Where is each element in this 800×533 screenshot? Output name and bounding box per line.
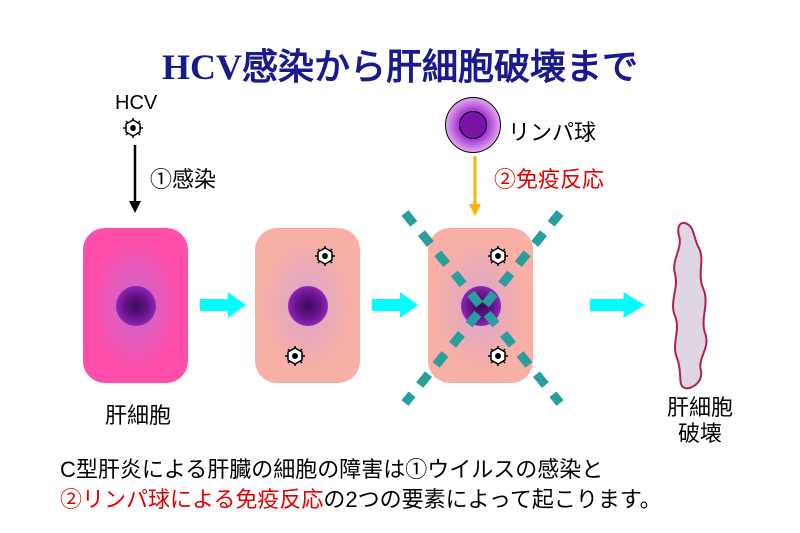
infection-label: ①感染 xyxy=(150,162,216,194)
lymphocyte-label: リンパ球 xyxy=(508,115,596,147)
hepatocyte-cell-2 xyxy=(255,228,360,383)
flow-arrow-icon xyxy=(372,292,418,318)
virus-icon xyxy=(123,118,143,138)
immune-label: ②免疫反応 xyxy=(494,162,604,194)
footer-line-2: ②リンパ球による免疫反応の2つの要素によって起こります。 xyxy=(60,485,662,515)
hepatocyte-label: 肝細胞 xyxy=(105,398,171,430)
destruction-label-line1: 肝細胞 xyxy=(667,395,733,420)
nucleus-icon xyxy=(288,286,328,326)
nucleus-icon xyxy=(116,286,156,326)
virus-icon xyxy=(315,246,335,266)
destruction-label-line2: 破壊 xyxy=(678,421,722,446)
destroyed-cell-icon xyxy=(665,218,715,398)
hepatocyte-cell-1 xyxy=(83,228,188,383)
hcv-label: HCV xyxy=(115,92,157,115)
flow-arrow-icon xyxy=(200,292,246,318)
destruction-label: 肝細胞 破壊 xyxy=(640,395,760,448)
destruction-cross-icon xyxy=(395,203,570,413)
footer-line-1: C型肝炎による肝臓の細胞の障害は①ウイルスの感染と xyxy=(60,455,603,485)
virus-icon xyxy=(285,346,305,366)
diagram-title: HCV感染から肝細胞破壊まで xyxy=(0,38,800,90)
flow-arrow-icon xyxy=(590,292,645,318)
lymphocyte-icon xyxy=(445,97,501,153)
infection-arrow-icon xyxy=(128,145,142,220)
footer-black-span: の2つの要素によって起こります。 xyxy=(323,487,661,512)
footer-red-span: ②リンパ球による免疫反応 xyxy=(60,487,323,512)
